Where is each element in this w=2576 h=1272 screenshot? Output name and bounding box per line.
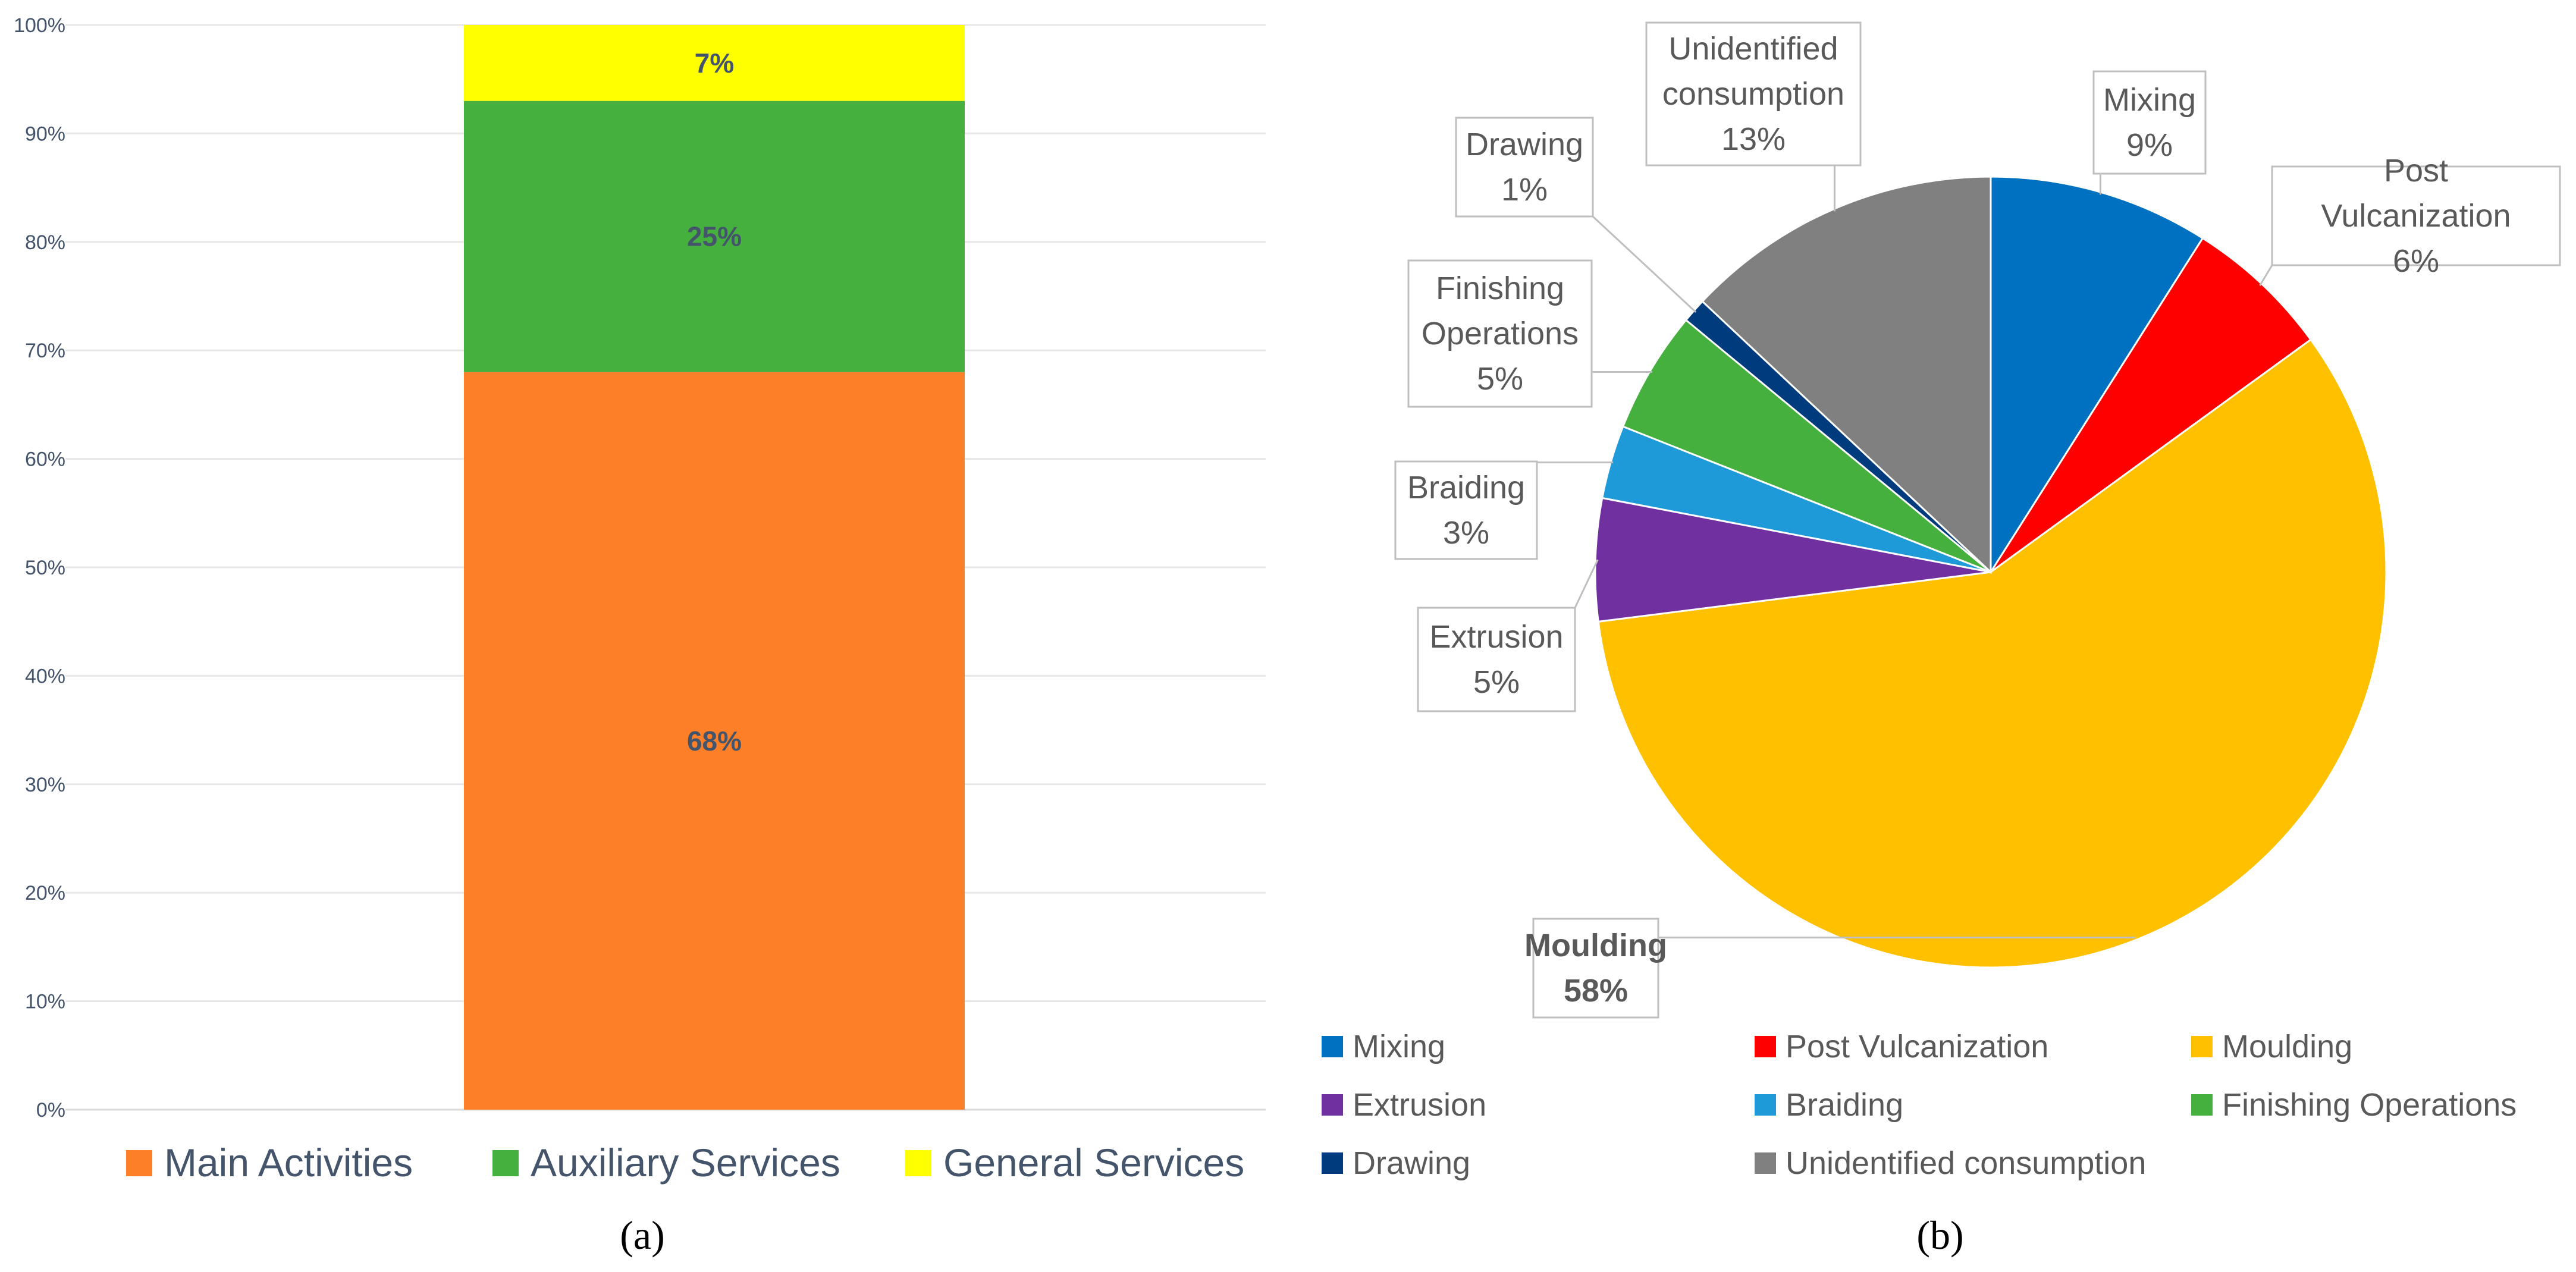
callout-drawing: Drawing 1% bbox=[1455, 117, 1594, 218]
y-tick-label: 70% bbox=[25, 340, 65, 362]
stacked-bar-chart: 0% 10% 20% 30% 40% 50% 60% 70% 80% 90% 100% 68% 25%… bbox=[14, 14, 1266, 1258]
callout-name: Vulcanization bbox=[2321, 198, 2511, 234]
pie-slice-unidentified-consumption bbox=[1701, 175, 1992, 574]
y-tick-label: 0% bbox=[36, 1099, 65, 1122]
callout-name: Unidentified bbox=[1668, 31, 1838, 67]
callout-name: Mixing bbox=[2103, 82, 2196, 118]
y-tick-label: 60% bbox=[25, 448, 65, 471]
callout-name: Braiding bbox=[1407, 470, 1525, 505]
bar-data-labels: 68% 25% 7% bbox=[687, 48, 742, 756]
callout-name: Post bbox=[2384, 153, 2448, 189]
pie-slice-extrusion bbox=[1594, 497, 1991, 623]
legend-label: Main Activities bbox=[164, 1141, 413, 1185]
leader-line bbox=[1574, 559, 1599, 608]
callout-percent: 58% bbox=[1564, 973, 1628, 1009]
callout-extrusion: Extrusion 5% bbox=[1417, 607, 1576, 712]
pie-leader-lines bbox=[1537, 165, 2273, 939]
y-tick-label: 100% bbox=[14, 14, 65, 37]
pie-legend-label: Moulding bbox=[2222, 1029, 2352, 1064]
legend-swatch bbox=[126, 1150, 152, 1176]
pie-legend-label: Drawing bbox=[1353, 1145, 1470, 1181]
callout-name: Extrusion bbox=[1429, 619, 1563, 655]
pie-chart: Mixing 9% Post Vulcanization 6% Moulding 58% Ex… bbox=[1322, 21, 2561, 1258]
legend-label: Auxiliary Services bbox=[531, 1141, 840, 1185]
callout-box bbox=[1394, 460, 1538, 560]
bar-data-label: 25% bbox=[687, 221, 742, 252]
callout-percent: 5% bbox=[1477, 361, 1523, 397]
pie-legend-label: Finishing Operations bbox=[2222, 1087, 2517, 1123]
callout-finishing-operations: Finishing Operations 5% bbox=[1407, 259, 1593, 408]
legend-label: General Services bbox=[943, 1141, 1244, 1185]
y-tick-label: 10% bbox=[25, 991, 65, 1013]
callout-box bbox=[1407, 259, 1593, 408]
pie-legend-swatch bbox=[2191, 1036, 2213, 1057]
pie-legend-swatch bbox=[2191, 1094, 2213, 1116]
bar-data-label: 7% bbox=[695, 48, 734, 78]
callout-box bbox=[1645, 21, 1862, 167]
pie-legend: Mixing Post Vulcanization Moulding Extrusio… bbox=[1322, 1029, 2517, 1181]
pie-legend-swatch bbox=[1755, 1036, 1776, 1057]
y-tick-label: 20% bbox=[25, 882, 65, 904]
bar-segment-general-services bbox=[464, 25, 965, 101]
callout-box bbox=[2092, 70, 2207, 175]
bar-data-label: 68% bbox=[687, 725, 742, 756]
pie-legend-label: Extrusion bbox=[1353, 1087, 1486, 1123]
callout-name: Moulding bbox=[1524, 928, 1667, 963]
y-tick-label: 40% bbox=[25, 665, 65, 687]
y-tick-label: 90% bbox=[25, 123, 65, 145]
callout-mixing: Mixing 9% bbox=[2092, 70, 2207, 175]
pie-slice-moulding bbox=[1597, 338, 2387, 969]
bar-segment-main-activities bbox=[464, 372, 965, 1110]
callout-name: Operations bbox=[1422, 316, 1579, 351]
legend-swatch bbox=[905, 1150, 931, 1176]
y-tick-label: 50% bbox=[25, 557, 65, 579]
callout-percent: 5% bbox=[1473, 664, 1520, 700]
callout-post-vulcanization: Post Vulcanization 6% bbox=[2271, 153, 2561, 279]
pie-legend-swatch bbox=[1755, 1094, 1776, 1116]
callout-box bbox=[1532, 918, 1659, 1019]
bar-segments bbox=[464, 25, 965, 1110]
callout-percent: 1% bbox=[1501, 172, 1548, 208]
callout-percent: 13% bbox=[1721, 121, 1786, 157]
callout-moulding: Moulding 58% bbox=[1524, 918, 1667, 1019]
y-tick-label: 30% bbox=[25, 774, 65, 796]
legend-swatch bbox=[492, 1150, 519, 1176]
pie-legend-swatch bbox=[1322, 1094, 1343, 1116]
panel-label-b: (b) bbox=[1916, 1213, 1963, 1258]
panel-label-a: (a) bbox=[620, 1213, 664, 1258]
pie-slices bbox=[1594, 175, 2387, 969]
bar-legend: Main Activities Auxiliary Services General… bbox=[126, 1141, 1244, 1185]
callout-box bbox=[1455, 117, 1594, 218]
leader-line bbox=[1592, 215, 1697, 313]
callout-name: consumption bbox=[1662, 76, 1844, 112]
pie-legend-label: Post Vulcanization bbox=[1786, 1029, 2048, 1064]
callout-unidentified-consumption: Unidentified consumption 13% bbox=[1645, 21, 1862, 167]
pie-legend-swatch bbox=[1322, 1152, 1343, 1174]
bar-segment-auxiliary-services bbox=[464, 100, 965, 372]
pie-legend-label: Braiding bbox=[1786, 1087, 1903, 1123]
y-tick-label: 80% bbox=[25, 231, 65, 254]
callout-box bbox=[1417, 607, 1576, 712]
callout-name: Drawing bbox=[1466, 127, 1583, 162]
pie-callouts: Mixing 9% Post Vulcanization 6% Moulding 58% Ex… bbox=[1394, 21, 2561, 1019]
callout-percent: 6% bbox=[2393, 243, 2439, 279]
callout-percent: 9% bbox=[2126, 127, 2173, 163]
leader-line bbox=[2259, 265, 2273, 286]
bar-y-axis-ticks: 0% 10% 20% 30% 40% 50% 60% 70% 80% 90% 100% bbox=[14, 14, 65, 1122]
pie-legend-swatch bbox=[1322, 1036, 1343, 1057]
pie-legend-label: Mixing bbox=[1353, 1029, 1445, 1064]
callout-braiding: Braiding 3% bbox=[1394, 460, 1538, 560]
pie-legend-label: Unidentified consumption bbox=[1786, 1145, 2146, 1181]
callout-name: Finishing bbox=[1436, 271, 1564, 306]
pie-legend-swatch bbox=[1755, 1152, 1776, 1174]
callout-box bbox=[2271, 165, 2561, 266]
callout-percent: 3% bbox=[1443, 515, 1489, 551]
pie-slice-finishing-operations bbox=[1621, 319, 1991, 573]
